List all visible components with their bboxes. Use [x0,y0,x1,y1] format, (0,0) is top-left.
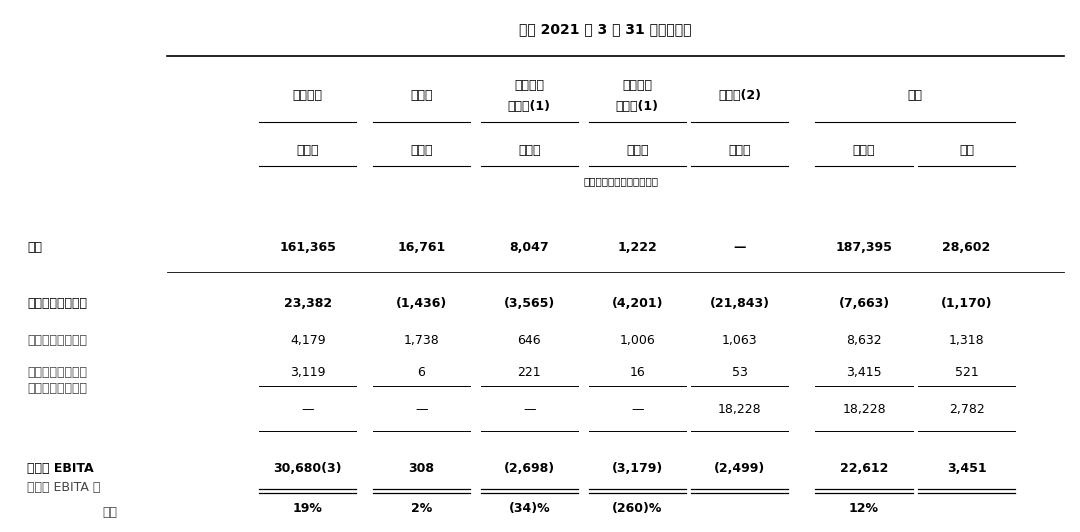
Text: 4,179: 4,179 [291,334,325,347]
Text: 12%: 12% [849,502,879,514]
Text: (3,565): (3,565) [503,297,555,310]
Text: 雲計算: 雲計算 [410,89,432,102]
Text: 經調整 EBITA 利: 經調整 EBITA 利 [27,481,100,494]
Text: 8,047: 8,047 [510,241,549,254]
Text: 未分攤(2): 未分攤(2) [718,89,761,102]
Text: 加：股權激勵費用: 加：股權激勵費用 [27,334,87,347]
Text: 53: 53 [732,366,747,379]
Text: —: — [523,403,536,416]
Text: 美元: 美元 [959,144,974,156]
Text: 加：反壟斷法罰款: 加：反壟斷法罰款 [27,382,87,395]
Text: 521: 521 [955,366,978,379]
Text: 人民幣: 人民幣 [853,144,875,156]
Text: 1,006: 1,006 [619,334,656,347]
Text: 3,119: 3,119 [291,366,325,379]
Text: 數字媒體: 數字媒體 [514,79,544,92]
Text: 人民幣: 人民幣 [626,144,648,156]
Text: 核心商業: 核心商業 [293,89,323,102]
Text: 30,680(3): 30,680(3) [273,462,342,475]
Text: (4,201): (4,201) [611,297,663,310]
Text: 潤率: 潤率 [103,506,118,519]
Text: 221: 221 [517,366,541,379]
Text: 161,365: 161,365 [280,241,336,254]
Text: 6: 6 [417,366,426,379]
Text: —: — [415,403,428,416]
Text: 截至 2021 年 3 月 31 日止三個月: 截至 2021 年 3 月 31 日止三個月 [518,22,691,36]
Text: 人民幣: 人民幣 [297,144,319,156]
Text: 1,318: 1,318 [949,334,984,347]
Text: 3,415: 3,415 [847,366,881,379]
Text: (1,436): (1,436) [395,297,447,310]
Text: (3,179): (3,179) [611,462,663,475]
Text: （以百萬計，百分比除外）: （以百萬計，百分比除外） [583,176,659,186]
Text: 22,612: 22,612 [840,462,888,475]
Text: (2,698): (2,698) [503,462,555,475]
Text: 8,632: 8,632 [847,334,881,347]
Text: 1,063: 1,063 [723,334,757,347]
Text: 646: 646 [517,334,541,347]
Text: (21,843): (21,843) [710,297,770,310]
Text: 308: 308 [408,462,434,475]
Text: (2,499): (2,499) [714,462,766,475]
Text: 及娛樂(1): 及娛樂(1) [508,100,551,113]
Text: 3,451: 3,451 [947,462,986,475]
Text: 187,395: 187,395 [836,241,892,254]
Text: 創新業務: 創新業務 [622,79,652,92]
Text: 收入: 收入 [27,241,42,254]
Text: 經調整 EBITA: 經調整 EBITA [27,462,94,475]
Text: 人民幣: 人民幣 [410,144,432,156]
Text: 16,761: 16,761 [397,241,445,254]
Text: 19%: 19% [293,502,323,514]
Text: 18,228: 18,228 [842,403,886,416]
Text: (260)%: (260)% [612,502,662,514]
Text: 28,602: 28,602 [943,241,990,254]
Text: 人民幣: 人民幣 [729,144,751,156]
Text: (1,170): (1,170) [941,297,993,310]
Text: 合併: 合併 [908,89,922,102]
Text: 1,738: 1,738 [403,334,440,347]
Text: 16: 16 [630,366,645,379]
Text: 經營利潤（虧損）: 經營利潤（虧損） [27,297,87,310]
Text: 23,382: 23,382 [284,297,332,310]
Text: 及其他(1): 及其他(1) [616,100,659,113]
Text: —: — [301,403,314,416]
Text: —: — [631,403,644,416]
Text: (7,663): (7,663) [838,297,890,310]
Text: —: — [733,241,746,254]
Text: 18,228: 18,228 [718,403,761,416]
Text: 人民幣: 人民幣 [518,144,540,156]
Text: 1,222: 1,222 [618,241,657,254]
Text: (34)%: (34)% [509,502,550,514]
Text: 加：無形資產攤銷: 加：無形資產攤銷 [27,366,87,379]
Text: 2%: 2% [410,502,432,514]
Text: 2,782: 2,782 [948,403,985,416]
